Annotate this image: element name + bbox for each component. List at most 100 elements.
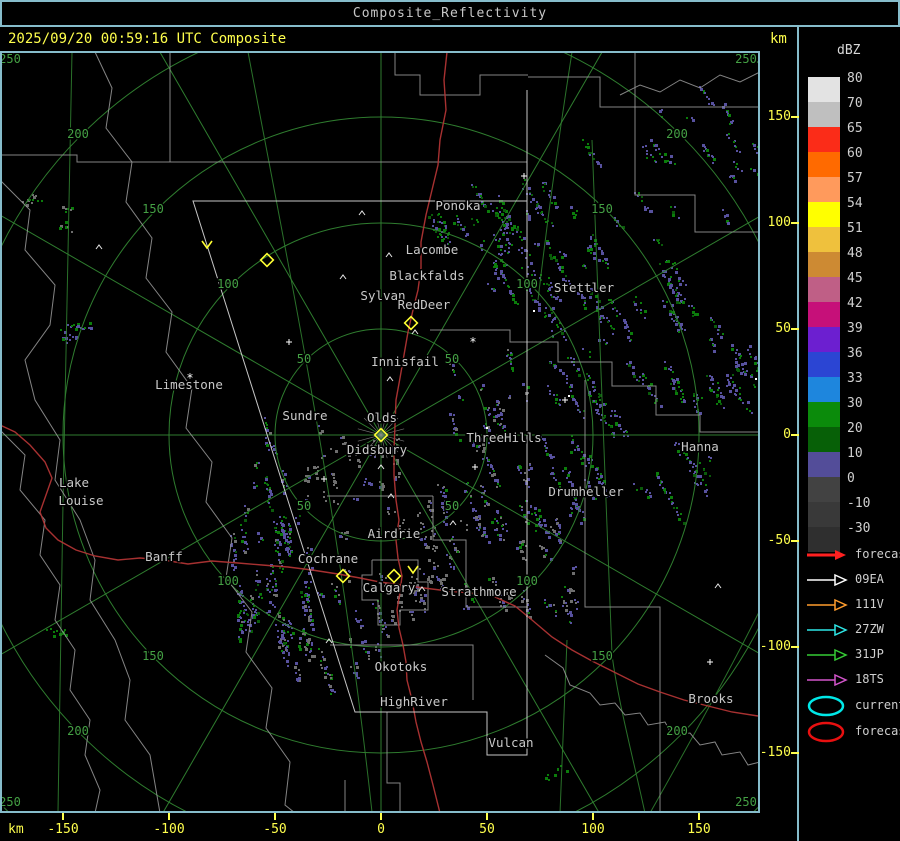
county-boundary-13 <box>619 71 760 96</box>
county-boundary-2 <box>394 52 528 96</box>
x-axis-tick <box>592 813 594 820</box>
city-label-hanna: Hanna <box>681 439 719 454</box>
legend-label-18ts-5: 18TS <box>855 672 884 686</box>
caret-marker <box>387 493 395 499</box>
legend-row-forecast-ellipse: forecast <box>805 717 900 743</box>
arrow-icon-forecast-0 <box>807 550 846 560</box>
azimuth-spoke-300 <box>0 214 382 436</box>
x-axis-tick <box>486 813 488 820</box>
title-bar: Composite_Reflectivity <box>0 0 900 27</box>
county-boundary-10 <box>330 644 474 700</box>
plus-marker <box>707 659 713 665</box>
x-axis-tick <box>380 813 382 820</box>
city-label-didsbury: Didsbury <box>347 442 408 457</box>
dbz-label-39: 39 <box>847 321 863 336</box>
county-boundary-5 <box>430 329 760 433</box>
info-bar: 2025/09/20 00:59:16 UTC Composite km <box>0 27 900 51</box>
city-label-banff: Banff <box>145 549 183 564</box>
city-label-louise: Louise <box>58 493 103 508</box>
radar-site-marker <box>259 252 275 268</box>
dbz-label--10: -10 <box>847 496 871 511</box>
y-axis-tick <box>791 222 799 224</box>
dot-marker <box>568 395 570 397</box>
y-axis-tick <box>791 752 799 754</box>
y-axis-label--100: -100 <box>759 639 791 654</box>
dbz-block-60 <box>808 152 840 177</box>
city-label-drumheller: Drumheller <box>548 484 624 499</box>
graticule-line-5 <box>649 609 760 813</box>
ring-distance-label-50: 50 <box>297 499 311 513</box>
city-label-brooks: Brooks <box>688 691 733 706</box>
legend-label-forecast-0: forecast <box>855 547 900 561</box>
graticule-line-1 <box>247 51 373 813</box>
azimuth-spoke-150 <box>380 434 600 813</box>
county-boundary-15 <box>0 179 161 813</box>
ring-distance-label-250: 250 <box>735 795 757 809</box>
city-label-calgary: Calgary <box>363 580 416 595</box>
caret-marker <box>411 329 419 335</box>
legend-row-31jp-4: 31JP <box>805 646 900 664</box>
storm-vector-arrow <box>407 565 419 575</box>
center-ray <box>380 428 405 436</box>
dbz-label-33: 33 <box>847 371 863 386</box>
y-axis-tick <box>791 646 799 648</box>
city-label-ponoka: Ponoka <box>435 198 480 213</box>
y-axis-tick <box>791 116 799 118</box>
map-border-top <box>0 51 760 53</box>
arrow-icon-31jp-4 <box>807 648 848 662</box>
city-label-innisfail: Innisfail <box>371 354 439 369</box>
county-boundary-4 <box>634 52 760 233</box>
dbz-label-60: 60 <box>847 146 863 161</box>
dbz-label-42: 42 <box>847 296 863 311</box>
radar-site-marker <box>386 568 402 584</box>
azimuth-spoke-240 <box>0 434 382 656</box>
ring-distance-label-250: 250 <box>0 52 21 66</box>
bottom-axis-unit-label: km <box>8 822 24 837</box>
city-label-threehills: ThreeHills <box>466 430 541 445</box>
ring-distance-label-50: 50 <box>445 499 459 513</box>
graticule-line-3 <box>591 139 646 813</box>
caret-marker <box>418 586 426 592</box>
caret-marker <box>714 583 722 589</box>
dbz-block-36 <box>808 352 840 377</box>
x-axis-tick <box>62 813 64 820</box>
dbz-block-20 <box>808 427 840 452</box>
dbz-label-30: 30 <box>847 396 863 411</box>
dbz-block--30 <box>808 527 840 552</box>
dbz-scale-header: dBZ <box>837 43 861 58</box>
y-axis-label--50: -50 <box>767 533 791 548</box>
radar-map-canvas: 50 100 150 200 250 50 100 150 200 250 50 100 150 200 2… <box>0 51 760 813</box>
ring-distance-label-100: 100 <box>217 277 239 291</box>
plus-marker <box>562 397 568 403</box>
x-axis-label--50: -50 <box>263 822 287 837</box>
dbz-block-51 <box>808 227 840 252</box>
radar-site-marker <box>403 315 419 331</box>
ring-distance-label-200: 200 <box>67 724 89 738</box>
legend-row-09ea-1: 09EA <box>805 571 900 589</box>
legend-row-forecast-0: forecast <box>805 546 900 564</box>
dbz-block-80 <box>808 77 840 102</box>
dbz-block-0 <box>808 477 840 502</box>
map-border-bottom <box>0 811 760 813</box>
plus-marker <box>472 464 478 470</box>
dbz-block--10 <box>808 502 840 527</box>
legend-label-111v-2: 111V <box>855 597 884 611</box>
city-label-stettler: Stettler <box>554 280 615 295</box>
dbz-block-57 <box>808 177 840 202</box>
county-boundary-16 <box>94 51 296 813</box>
dbz-label-70: 70 <box>847 96 863 111</box>
legend-row-111v-2: 111V <box>805 596 900 614</box>
radar-echo-layer <box>22 86 760 781</box>
x-axis-label-0: 0 <box>377 822 385 837</box>
ring-distance-label-100: 100 <box>516 277 538 291</box>
dbz-label--30: -30 <box>847 521 871 536</box>
dbz-block-42 <box>808 302 840 327</box>
y-axis-label-150: 150 <box>767 109 791 124</box>
city-label-cochrane: Cochrane <box>298 551 358 566</box>
county-boundary-14 <box>544 654 760 766</box>
city-label-olds: Olds <box>367 410 397 425</box>
dbz-block-70 <box>808 102 840 127</box>
arrow-icon-111v-2 <box>807 598 848 612</box>
dot-marker <box>533 310 535 312</box>
dbz-block-54 <box>808 202 840 227</box>
